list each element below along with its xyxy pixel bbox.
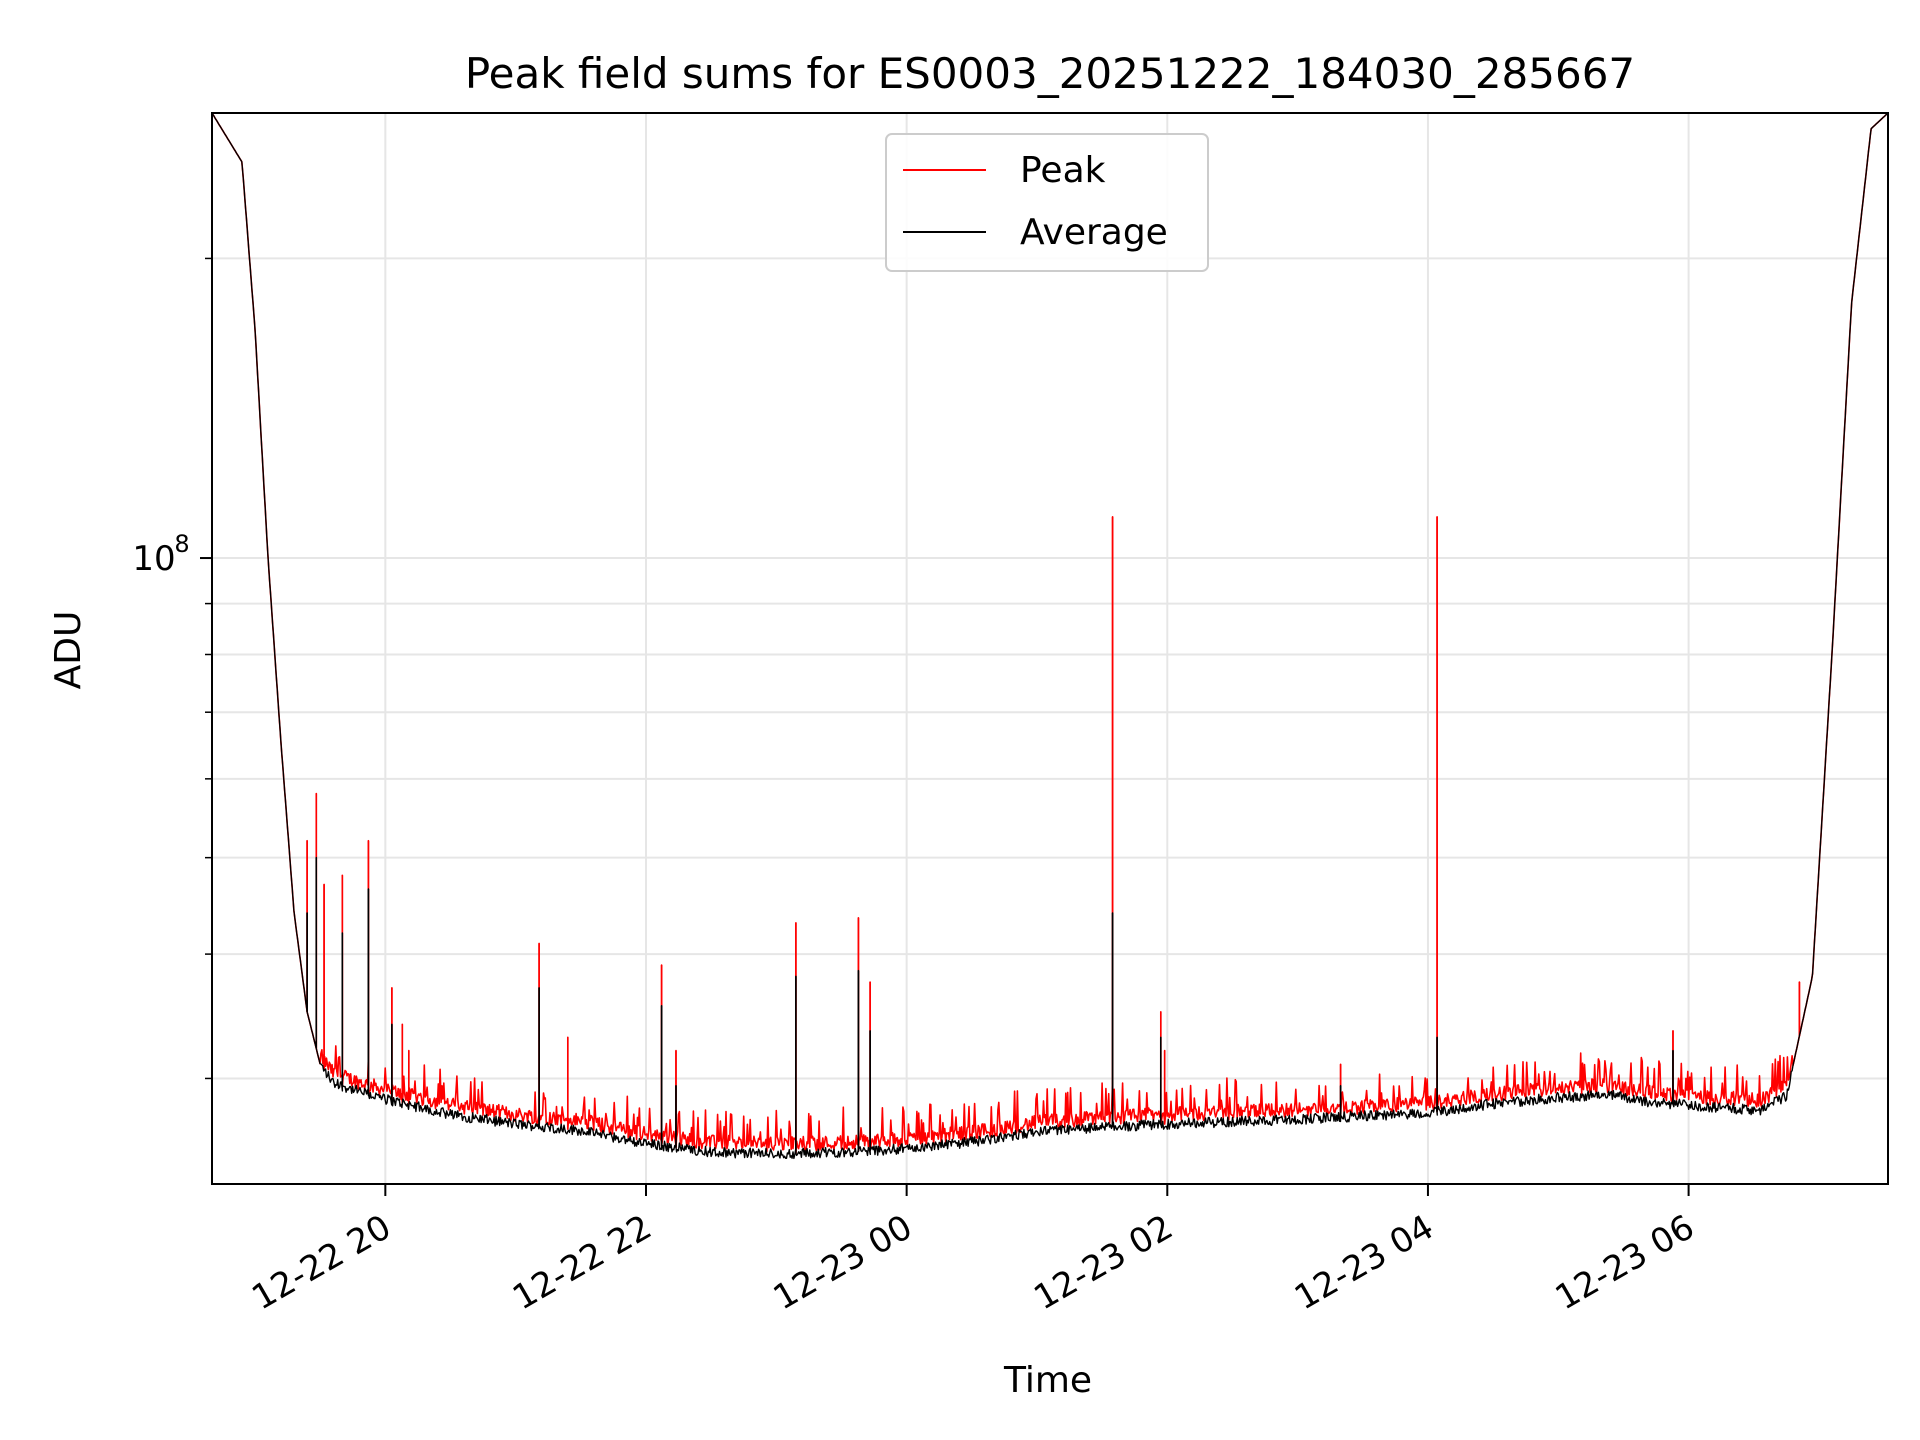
chart-title: Peak field sums for ES0003_20251222_1840… [465, 49, 1635, 98]
grid-lines [212, 113, 1888, 1184]
legend-box [885, 133, 1209, 272]
x-tick-label: 12-23 06 [1549, 1207, 1701, 1318]
x-tick-label: 12-23 00 [767, 1207, 919, 1318]
x-axis-ticks: 12-22 20 12-22 22 12-23 00 12-23 02 12-23 04… [245, 1184, 1701, 1318]
y-tick-label-exponent: 8 [174, 530, 189, 558]
peak-line [211, 112, 1889, 1155]
legend: Peak Average [885, 133, 1209, 272]
y-axis-ticks: 108 [132, 257, 212, 1080]
plot-area-frame [211, 112, 1889, 1185]
average-line [211, 112, 1889, 1160]
x-tick-label: 12-22 20 [245, 1207, 397, 1318]
x-tick-label: 12-22 22 [506, 1207, 658, 1318]
x-tick-label: 12-23 04 [1288, 1207, 1440, 1318]
y-tick-label: 10 [132, 539, 175, 579]
x-axis-label: Time [1003, 1360, 1092, 1401]
y-axis-label: ADU [48, 611, 89, 690]
x-tick-label: 12-23 02 [1027, 1207, 1179, 1318]
average-series [211, 112, 1889, 1160]
legend-average-label: Average [1020, 212, 1168, 253]
legend-peak-label: Peak [1020, 150, 1106, 191]
